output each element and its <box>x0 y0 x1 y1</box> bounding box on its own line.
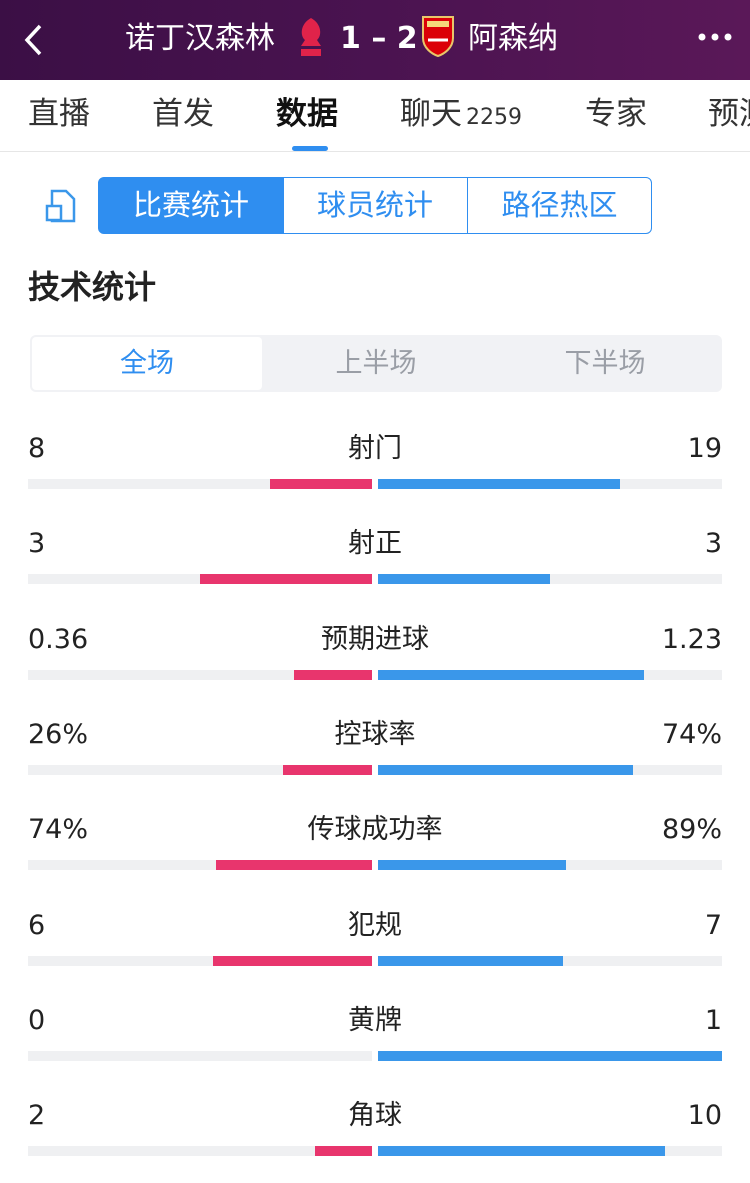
tab-label: 聊天 <box>400 96 462 132</box>
away-bar <box>378 1146 665 1157</box>
away-value: 19 <box>687 433 722 464</box>
home-bar <box>282 764 372 775</box>
home-value: 2 <box>28 1100 46 1132</box>
stat-name: 角球 <box>348 1100 402 1132</box>
track <box>28 955 372 966</box>
period-tab[interactable]: 上半场 <box>335 348 417 379</box>
away-bar <box>378 669 645 680</box>
tab[interactable]: 聊天 2259 <box>400 94 522 138</box>
home-bar <box>314 1146 372 1157</box>
stat-name: 预期进球 <box>321 623 429 655</box>
track <box>28 1146 372 1157</box>
track <box>28 860 372 871</box>
home-value: 74% <box>28 814 89 846</box>
share-icon[interactable] <box>44 188 78 224</box>
match-header: 诺丁汉森林 1 – 2 阿森纳 <box>0 0 750 80</box>
away-bar <box>378 574 550 585</box>
period-tab[interactable]: 下半场 <box>564 348 646 379</box>
track <box>28 479 372 489</box>
home-bar <box>200 574 372 585</box>
score: 1 – 2 <box>340 21 418 56</box>
home-value: 6 <box>28 909 46 941</box>
away-value: 74% <box>661 718 722 750</box>
home-bar <box>270 479 372 489</box>
home-value: 3 <box>28 528 46 560</box>
away-bar <box>378 1050 722 1061</box>
away-value: 1 <box>704 1004 722 1036</box>
away-bar <box>378 955 564 966</box>
home-bar <box>213 955 372 966</box>
sub-tab[interactable]: 球员统计 <box>283 177 468 234</box>
away-value: 1.23 <box>661 623 722 655</box>
track <box>28 1050 372 1061</box>
sub-tab[interactable]: 路径热区 <box>467 177 652 234</box>
stat-name: 犯规 <box>348 909 402 941</box>
stat-name: 射正 <box>348 528 402 560</box>
tab[interactable]: 预测 <box>708 96 750 132</box>
away-value: 10 <box>687 1100 722 1132</box>
away-value: 7 <box>704 909 722 941</box>
back-button[interactable] <box>22 22 46 58</box>
home-bar <box>215 860 372 871</box>
stat-name: 传球成功率 <box>307 814 443 846</box>
track <box>378 574 722 585</box>
period-switch: 全场 上半场 下半场 <box>30 335 722 392</box>
tab[interactable]: 首发 <box>152 96 214 132</box>
away-team: 阿森纳 <box>468 21 558 56</box>
away-bar <box>378 479 621 489</box>
more-button[interactable] <box>696 30 736 44</box>
section-title: 技术统计 <box>28 268 157 306</box>
tab-active[interactable]: 数据 <box>276 96 338 132</box>
tab-indicator <box>292 146 328 151</box>
period-tab-active[interactable]: 全场 <box>32 337 262 390</box>
sub-tab-active[interactable]: 比赛统计 <box>98 177 284 234</box>
stat-name: 射门 <box>348 433 402 464</box>
stat-name: 控球率 <box>334 718 416 750</box>
home-value: 8 <box>28 433 46 464</box>
home-logo <box>301 18 321 56</box>
stat-name: 黄牌 <box>348 1004 402 1036</box>
home-value: 26% <box>28 718 89 750</box>
chat-count: 2259 <box>466 105 522 130</box>
home-value: 0 <box>28 1004 46 1036</box>
tab[interactable]: 直播 <box>28 96 90 132</box>
home-value: 0.36 <box>28 623 89 655</box>
track <box>28 669 372 680</box>
home-team: 诺丁汉森林 <box>125 21 275 56</box>
away-value: 3 <box>704 528 722 560</box>
away-bar <box>378 860 566 871</box>
home-bar <box>294 669 372 680</box>
away-bar <box>378 764 633 775</box>
track <box>28 764 372 775</box>
away-value: 89% <box>661 814 722 846</box>
tab[interactable]: 专家 <box>585 96 647 132</box>
away-logo <box>422 16 454 58</box>
